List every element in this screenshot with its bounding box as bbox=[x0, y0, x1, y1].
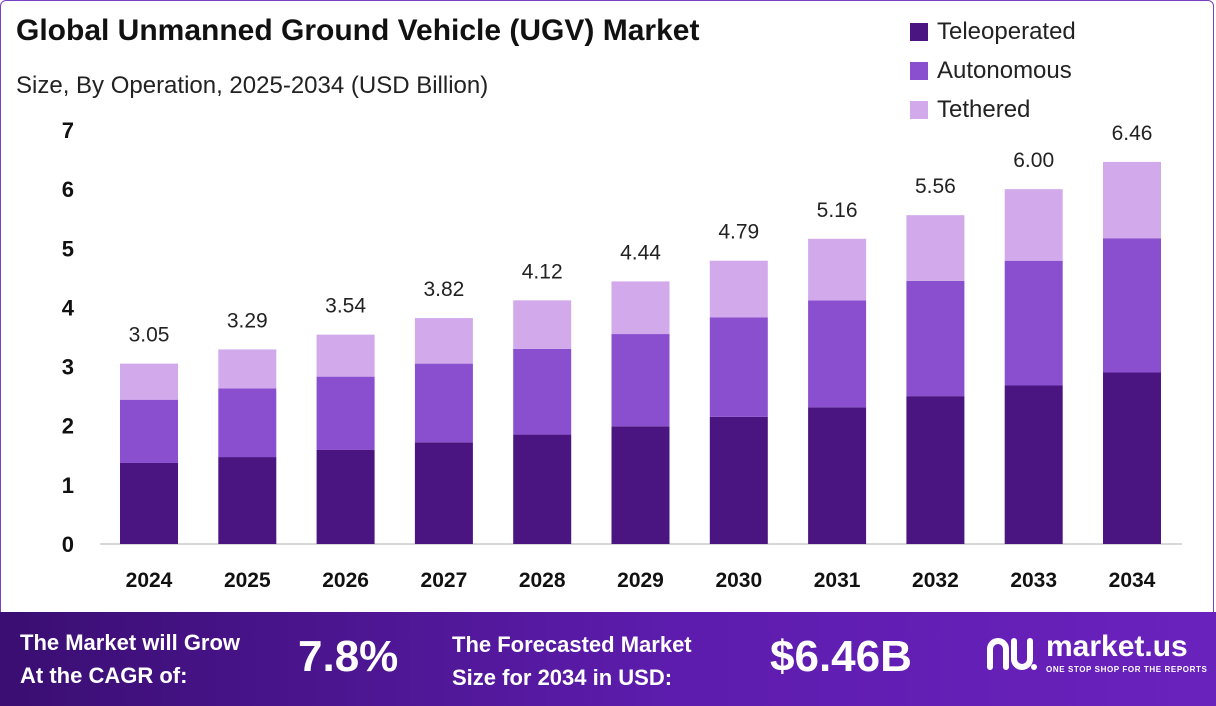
x-tick-label: 2031 bbox=[814, 569, 861, 592]
bar-segment-tethered bbox=[808, 238, 867, 301]
y-tick-label: 0 bbox=[62, 532, 74, 557]
bar-segment-autonomous bbox=[906, 280, 965, 397]
bar-segment-autonomous bbox=[120, 399, 178, 463]
bar-segment-autonomous bbox=[611, 334, 670, 427]
bar-segment-teleoperated bbox=[1004, 385, 1063, 544]
bar-segment-autonomous bbox=[1004, 260, 1063, 386]
forecast-value: $6.46B bbox=[770, 632, 912, 681]
bar-segment-tethered bbox=[120, 363, 178, 400]
total-label: 3.29 bbox=[227, 309, 268, 332]
legend-label-tethered: Tethered bbox=[937, 95, 1031, 123]
bar-segment-teleoperated bbox=[1103, 372, 1161, 544]
legend-swatch-autonomous bbox=[910, 61, 928, 80]
total-label: 4.12 bbox=[522, 260, 563, 283]
total-label: 3.82 bbox=[423, 278, 464, 301]
bar-segment-teleoperated bbox=[808, 407, 867, 544]
bar-segment-teleoperated bbox=[611, 426, 670, 544]
cagr-value: 7.8% bbox=[298, 632, 399, 681]
market-us-logo-icon bbox=[987, 638, 1037, 670]
bar-segment-teleoperated bbox=[218, 457, 277, 544]
legend-label-autonomous: Autonomous bbox=[937, 56, 1072, 84]
y-tick-label: 1 bbox=[62, 473, 74, 498]
bar-segment-tethered bbox=[218, 349, 277, 389]
y-tick-label: 7 bbox=[62, 118, 74, 143]
stacked-bar-chart: 0 1 2 3 4 5 6 7 3.05 2024 3.29 2025 3.54 2026 3.82 2027… bbox=[62, 118, 1182, 592]
bar-segment-teleoperated bbox=[906, 396, 965, 544]
y-tick-label: 2 bbox=[62, 414, 74, 439]
total-label: 3.05 bbox=[129, 324, 170, 347]
bar-segment-teleoperated bbox=[316, 449, 375, 544]
legend: Teleoperated Autonomous Tethered bbox=[910, 12, 1076, 129]
x-tick-label: 2034 bbox=[1109, 569, 1156, 592]
chart-title: Global Unmanned Ground Vehicle (UGV) Mar… bbox=[16, 14, 700, 47]
total-label: 5.56 bbox=[915, 175, 956, 198]
bar-segment-teleoperated bbox=[513, 434, 572, 544]
x-tick-label: 2025 bbox=[224, 569, 271, 592]
bar-segment-tethered bbox=[1004, 189, 1063, 261]
x-tick-label: 2024 bbox=[126, 569, 173, 592]
y-tick-label: 4 bbox=[62, 295, 75, 320]
x-tick-label: 2027 bbox=[421, 569, 468, 592]
chart-subtitle: Size, By Operation, 2025-2034 (USD Billi… bbox=[16, 72, 489, 99]
bar-segment-tethered bbox=[316, 334, 375, 377]
bar-segment-tethered bbox=[906, 215, 965, 281]
bar-segment-autonomous bbox=[316, 376, 375, 450]
total-label: 4.79 bbox=[718, 221, 759, 244]
brand-tagline: ONE STOP SHOP FOR THE REPORTS bbox=[1046, 665, 1208, 674]
bar-segment-autonomous bbox=[709, 317, 768, 417]
total-label: 5.16 bbox=[817, 199, 858, 222]
bar-segment-tethered bbox=[513, 300, 572, 349]
brand-logo: market.us ONE STOP SHOP FOR THE REPORTS bbox=[986, 632, 1207, 674]
x-tick-label: 2028 bbox=[519, 569, 566, 592]
y-tick-label: 6 bbox=[62, 177, 74, 202]
bar-segment-tethered bbox=[1103, 161, 1161, 239]
y-tick-label: 3 bbox=[62, 355, 74, 380]
legend-item-autonomous: Autonomous bbox=[910, 51, 1076, 90]
bar-segment-autonomous bbox=[218, 388, 277, 458]
footer-banner: The Market will Grow At the CAGR of: 7.8… bbox=[0, 612, 1216, 706]
x-tick-label: 2033 bbox=[1010, 569, 1057, 592]
legend-swatch-tethered bbox=[910, 100, 928, 119]
brand-name: market.us bbox=[1046, 630, 1188, 663]
x-tick-label: 2029 bbox=[617, 569, 664, 592]
total-label: 6.46 bbox=[1112, 122, 1153, 145]
total-label: 4.44 bbox=[620, 241, 661, 264]
legend-item-teleoperated: Teleoperated bbox=[910, 12, 1076, 51]
bar-segment-autonomous bbox=[414, 363, 473, 443]
bar-segment-autonomous bbox=[808, 300, 867, 408]
x-tick-label: 2030 bbox=[715, 569, 762, 592]
total-label: 3.54 bbox=[325, 295, 366, 318]
bar-segment-autonomous bbox=[1103, 238, 1161, 373]
bar-segment-autonomous bbox=[513, 348, 572, 435]
bar-segment-teleoperated bbox=[120, 462, 178, 544]
bar-segment-teleoperated bbox=[709, 416, 768, 544]
legend-item-tethered: Tethered bbox=[910, 90, 1076, 129]
bar-segment-tethered bbox=[611, 281, 670, 335]
legend-label-teleoperated: Teleoperated bbox=[937, 17, 1076, 45]
forecast-label: The Forecasted Market Size for 2034 in U… bbox=[452, 632, 692, 690]
y-tick-label: 5 bbox=[62, 236, 74, 261]
x-tick-label: 2026 bbox=[322, 569, 369, 592]
cagr-label: The Market will Grow At the CAGR of: bbox=[20, 630, 241, 688]
x-tick-label: 2032 bbox=[912, 569, 959, 592]
legend-swatch-teleoperated bbox=[910, 22, 928, 41]
total-label: 6.00 bbox=[1013, 149, 1054, 172]
bar-segment-tethered bbox=[414, 318, 473, 364]
bar-segment-teleoperated bbox=[414, 442, 473, 544]
bar-segment-tethered bbox=[709, 260, 768, 318]
